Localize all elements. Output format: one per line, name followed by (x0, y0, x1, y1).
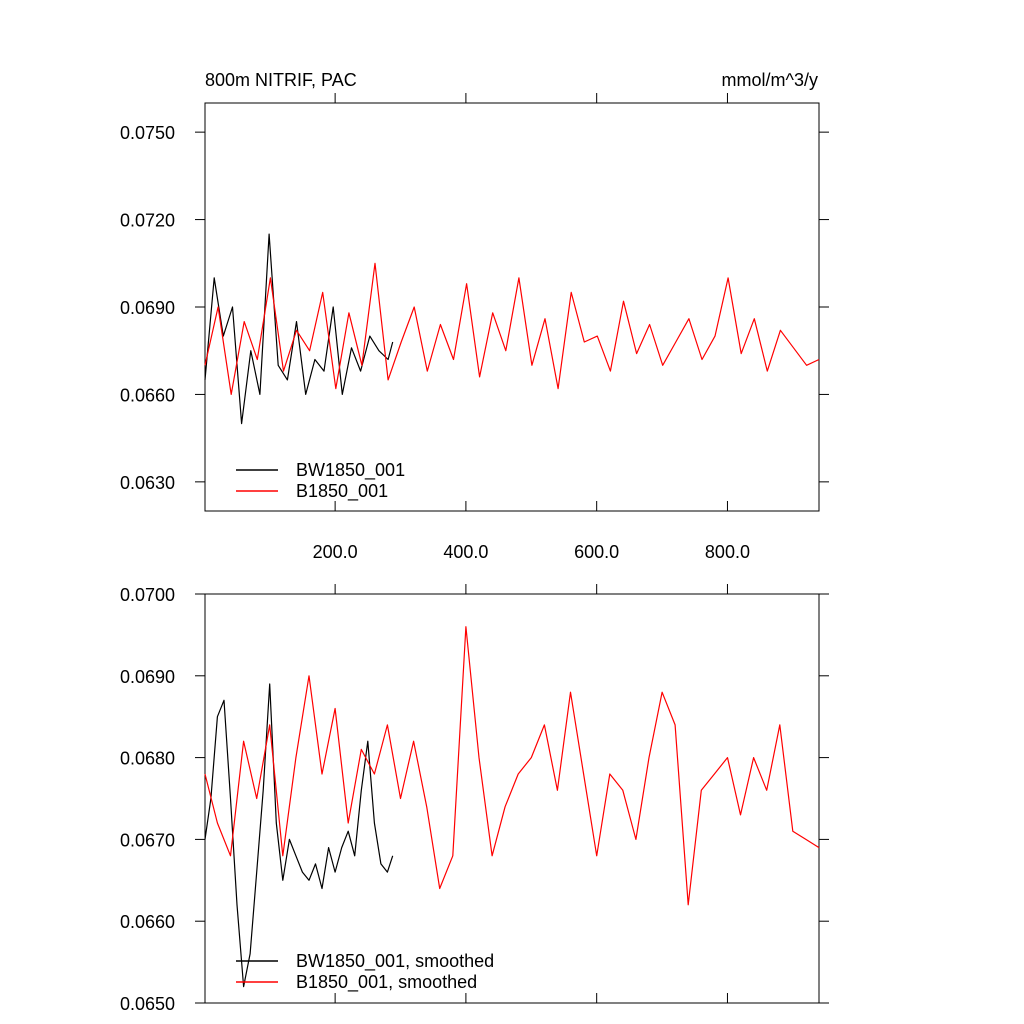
plot-frame (204, 593, 820, 1004)
legend-label: B1850_001 (296, 481, 388, 502)
x-tick-label: 200.0 (313, 542, 358, 562)
y-tick-label: 0.0690 (120, 667, 175, 687)
x-tick-label: 800.0 (705, 542, 750, 562)
legend-label: BW1850_001 (296, 460, 405, 481)
units-label: mmol/m^3/y (722, 70, 818, 90)
top-panel: 800m NITRIF, PAC mmol/m^3/y 0.0630 0.0660… (120, 70, 829, 562)
y-tick-label: 0.0660 (120, 385, 175, 405)
series-line-black (204, 683, 394, 988)
bottom-panel: 0.0650 0.0660 0.0670 0.0680 0.0690 0.0700 BW18… (120, 584, 829, 1014)
y-tick-label: 0.0660 (120, 912, 175, 932)
x-tick-label: 400.0 (443, 542, 488, 562)
y-tick-label: 0.0690 (120, 298, 175, 318)
plot-frame (204, 102, 820, 512)
y-tick-label: 0.0670 (120, 830, 175, 850)
series-line-black (204, 233, 394, 425)
y-tick-label: 0.0680 (120, 749, 175, 769)
legend-label: BW1850_001, smoothed (296, 951, 494, 972)
y-tick-label: 0.0750 (120, 123, 175, 143)
y-tick-label: 0.0650 (120, 994, 175, 1014)
y-tick-label: 0.0700 (120, 585, 175, 605)
y-tick-label: 0.0630 (120, 473, 175, 493)
series-line-red (204, 262, 820, 395)
chart-title: 800m NITRIF, PAC (205, 70, 357, 90)
y-tick-label: 0.0720 (120, 211, 175, 231)
legend-label: B1850_001, smoothed (296, 972, 477, 993)
series-line-red (204, 626, 820, 906)
x-tick-label: 600.0 (574, 542, 619, 562)
